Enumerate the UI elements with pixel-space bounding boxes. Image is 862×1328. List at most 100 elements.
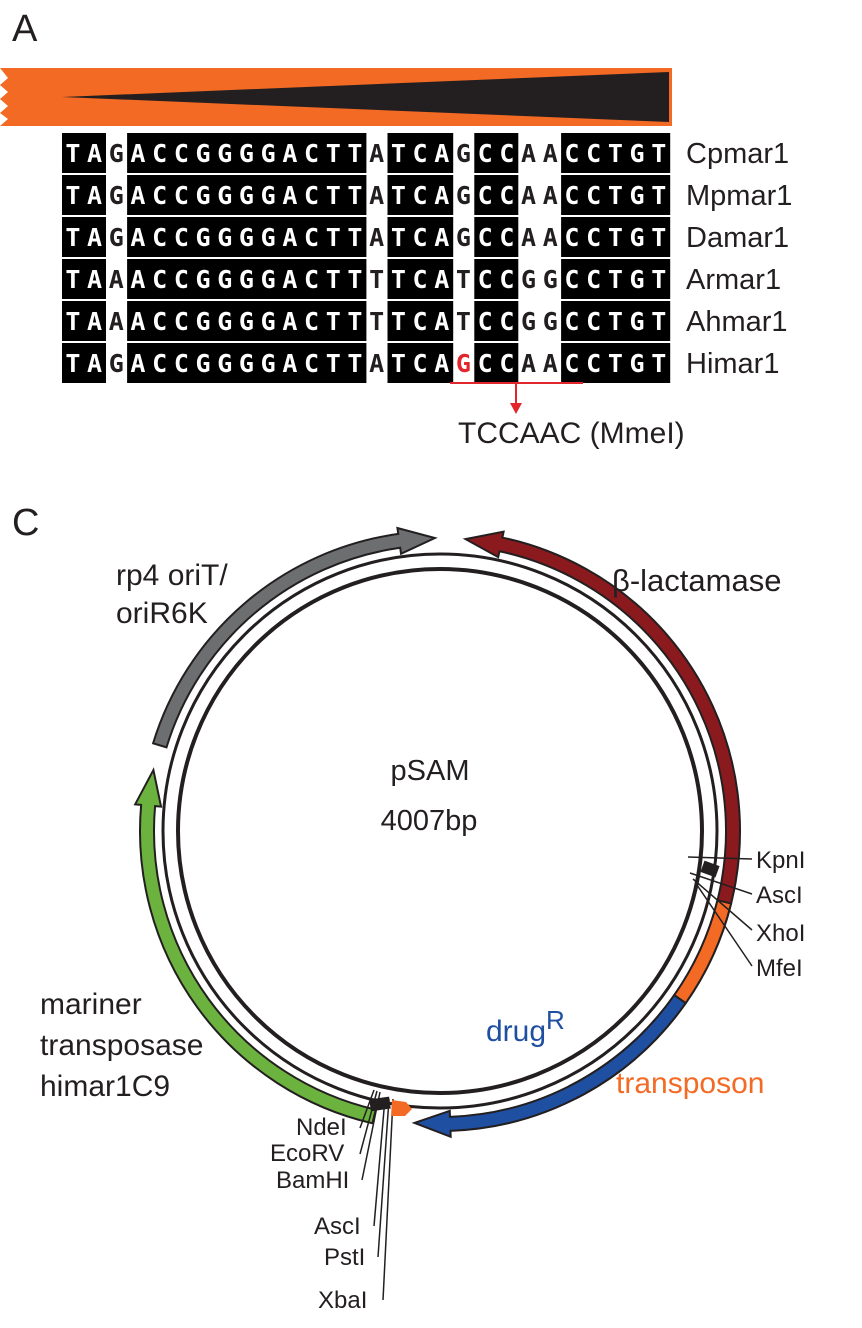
- alignment-cell-shade: [170, 343, 193, 383]
- site-block-bottom: [369, 1096, 391, 1112]
- alignment-base: C: [478, 223, 493, 252]
- alignment-cell-shade: [83, 217, 106, 257]
- alignment-cell-shade: [344, 217, 367, 257]
- alignment-cell-shade: [344, 133, 367, 173]
- alignment-base: G: [261, 265, 276, 294]
- alignment-base: C: [174, 181, 189, 210]
- conservation-wedge: [0, 68, 672, 126]
- alignment-base: T: [391, 139, 406, 168]
- alignment-cell-shade: [170, 175, 193, 215]
- alignment-cell-shade: [235, 301, 258, 341]
- alignment-cell-shade: [582, 175, 606, 215]
- alignment-cell-shade: [127, 343, 150, 383]
- alignment-base: C: [304, 223, 319, 252]
- site-leaders-right: [687, 856, 753, 967]
- alignment-cell-shade: [213, 175, 237, 215]
- alignment-base: C: [413, 139, 428, 168]
- alignment-base: T: [326, 265, 341, 294]
- alignment-base: G: [456, 349, 471, 378]
- alignment-base: G: [456, 181, 471, 210]
- alignment-cell-shade: [430, 217, 454, 257]
- alignment-base: G: [239, 223, 254, 252]
- alignment-cell-shade: [279, 217, 302, 257]
- alignment-cell-shade: [235, 133, 258, 173]
- alignment-base: C: [304, 349, 319, 378]
- alignment-base: G: [239, 139, 254, 168]
- alignment-base: C: [478, 307, 493, 336]
- alignment-cell-shade: [387, 217, 410, 257]
- alignment-base: T: [65, 265, 80, 294]
- feature-label-drugR: drugR: [486, 1005, 565, 1048]
- alignment-cell-shade: [148, 301, 172, 341]
- alignment-cell-shade: [279, 259, 302, 299]
- alignment-cell-shade: [300, 175, 323, 215]
- alignment-cell-shade: [474, 133, 497, 173]
- alignment-cell-shade: [279, 175, 302, 215]
- alignment-cell-shade: [409, 301, 432, 341]
- alignment-base: T: [608, 307, 623, 336]
- alignment-base: C: [174, 349, 189, 378]
- alignment-base: A: [109, 307, 124, 336]
- alignment-cell-shade: [257, 259, 280, 299]
- alignment-base: A: [282, 181, 297, 210]
- feature-label-transposon: transposon: [616, 1067, 764, 1100]
- alignment-cell-shade: [257, 175, 280, 215]
- alignment-base: G: [196, 181, 211, 210]
- alignment-base: A: [282, 139, 297, 168]
- alignment-cell-shade: [322, 259, 345, 299]
- alignment-base: A: [543, 139, 558, 168]
- species-label: Cpmar1: [686, 138, 789, 170]
- alignment-base: C: [174, 139, 189, 168]
- alignment-base: A: [130, 139, 145, 168]
- alignment-base: G: [196, 265, 211, 294]
- alignment-base: G: [239, 307, 254, 336]
- alignment-cell-shade: [604, 217, 627, 257]
- alignment-cell-shade: [626, 217, 649, 257]
- alignment-cell-shade: [235, 343, 258, 383]
- alignment-base: G: [630, 265, 645, 294]
- alignment-base: A: [130, 265, 145, 294]
- alignment-base: A: [130, 349, 145, 378]
- alignment-base: C: [413, 181, 428, 210]
- alignment-cell-shade: [561, 175, 584, 215]
- alignment-cell-shade: [409, 133, 432, 173]
- alignment-cell-shade: [83, 175, 106, 215]
- alignment-cell-shade: [279, 301, 302, 341]
- alignment-cell-shade: [300, 133, 323, 173]
- alignment-base: C: [586, 223, 601, 252]
- alignment-base: T: [608, 265, 623, 294]
- alignment-cell-shade: [647, 343, 671, 383]
- alignment-cell-shade: [474, 343, 497, 383]
- alignment-cell-shade: [127, 175, 150, 215]
- alignment-base: C: [499, 223, 514, 252]
- alignment-cell-shade: [387, 301, 410, 341]
- alignment-base: T: [651, 307, 666, 336]
- alignment-cell-shade: [387, 175, 410, 215]
- alignment-cell-shade: [192, 343, 215, 383]
- alignment-base: C: [152, 349, 167, 378]
- alignment-base: C: [174, 307, 189, 336]
- alignment-base: G: [239, 349, 254, 378]
- alignment-base: G: [217, 349, 232, 378]
- alignment-cell-shade: [474, 175, 497, 215]
- alignment-base: A: [434, 349, 449, 378]
- alignment-base: T: [347, 139, 362, 168]
- alignment-cell-shade: [582, 343, 606, 383]
- alignment-base: G: [261, 349, 276, 378]
- wedge-black-triangle: [62, 72, 669, 122]
- feature-label-himar1C9: himar1C9: [40, 1070, 170, 1103]
- alignment-cell-shade: [474, 259, 497, 299]
- feature-arc: [133, 767, 377, 1125]
- alignment-base: C: [304, 181, 319, 210]
- alignment-base: G: [261, 181, 276, 210]
- panel-label-c: C: [12, 502, 40, 544]
- alignment-base: A: [521, 349, 536, 378]
- alignment-cell-shade: [647, 259, 671, 299]
- alignment-cell-shade: [496, 301, 519, 341]
- alignment-cell-shade: [148, 343, 172, 383]
- alignment-base: C: [152, 181, 167, 210]
- alignment-cell-shade: [430, 133, 454, 173]
- alignment-cell-shade: [148, 133, 172, 173]
- alignment-cell-shade: [561, 301, 584, 341]
- alignment-cell-shade: [387, 259, 410, 299]
